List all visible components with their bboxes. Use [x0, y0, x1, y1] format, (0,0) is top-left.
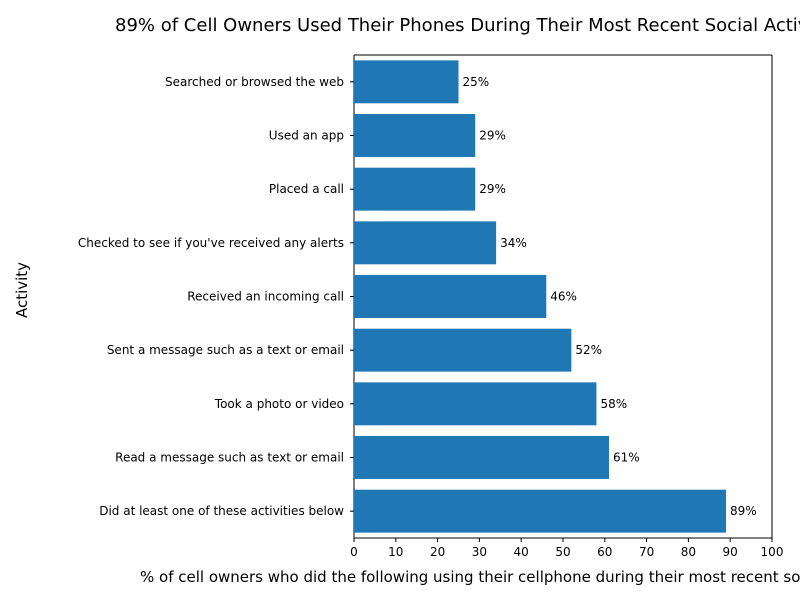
y-tick-label: Took a photo or video — [214, 397, 344, 411]
y-tick-label: Checked to see if you've received any al… — [78, 236, 344, 250]
bar — [354, 60, 459, 104]
x-tick-label: 50 — [555, 545, 570, 559]
x-tick-label: 100 — [761, 545, 784, 559]
bar-value-label: 58% — [600, 397, 627, 411]
bar — [354, 328, 572, 372]
x-tick-label: 0 — [350, 545, 358, 559]
bar — [354, 167, 476, 211]
bar-value-label: 61% — [613, 451, 640, 465]
y-tick-label: Read a message such as text or email — [115, 451, 344, 465]
y-tick-label: Did at least one of these activities bel… — [99, 504, 344, 518]
x-tick-label: 20 — [430, 545, 445, 559]
bar — [354, 114, 476, 157]
bar — [354, 436, 609, 479]
bar-value-label: 89% — [730, 504, 757, 518]
x-tick-label: 30 — [472, 545, 487, 559]
x-tick-label: 80 — [681, 545, 696, 559]
bar-value-label: 46% — [550, 290, 577, 304]
chart-title: 89% of Cell Owners Used Their Phones Dur… — [115, 15, 800, 36]
x-tick-label: 40 — [514, 545, 529, 559]
x-axis-ticks: 0 10 20 30 40 50 60 70 80 90 100 — [350, 538, 783, 559]
y-axis-ticks: Did at least one of these activities bel… — [78, 75, 354, 518]
y-tick-label: Searched or browsed the web — [165, 75, 344, 89]
x-tick-label: 70 — [639, 545, 654, 559]
bar — [354, 221, 497, 265]
x-tick-label: 60 — [597, 545, 612, 559]
y-tick-label: Sent a message such as a text or email — [107, 343, 344, 357]
bar — [354, 382, 597, 426]
bar-value-label: 25% — [463, 75, 490, 89]
y-axis-label: Activity — [13, 262, 31, 318]
bar-value-label: 52% — [575, 343, 602, 357]
bar-value-label: 34% — [500, 236, 527, 250]
y-tick-label: Used an app — [269, 129, 344, 143]
bars — [354, 60, 727, 533]
x-tick-label: 10 — [388, 545, 403, 559]
y-tick-label: Received an incoming call — [187, 290, 344, 304]
x-axis-label: % of cell owners who did the following u… — [140, 568, 800, 586]
bar-value-label: 29% — [479, 129, 506, 143]
bar-value-label: 29% — [479, 182, 506, 196]
y-tick-label: Placed a call — [269, 182, 344, 196]
bar — [354, 489, 727, 533]
bar-labels: 89% 61% 58% 52% 46% 34% 29% 29% 25% — [463, 75, 757, 518]
bar — [354, 275, 547, 318]
x-tick-label: 90 — [723, 545, 738, 559]
